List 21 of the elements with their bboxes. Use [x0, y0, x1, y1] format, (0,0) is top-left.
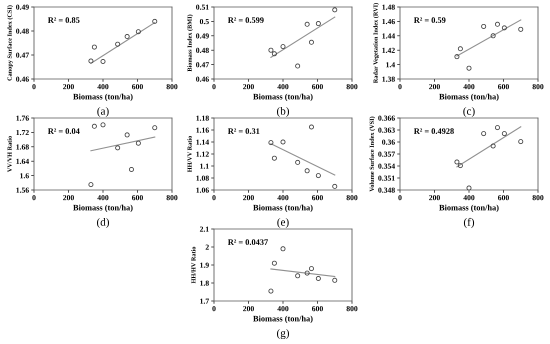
x-axis-title: Biomass (ton/ha)	[439, 204, 499, 212]
text: (e)	[277, 218, 289, 228]
x-axis-title: Biomass (ton/ha)	[439, 94, 499, 102]
x-axis-title: Biomass (ton/ha)	[253, 316, 313, 324]
annotation: R² = 0.0437	[228, 239, 268, 245]
text: (f)	[464, 218, 474, 228]
x-axis-title: Biomass (ton/ha)	[253, 204, 313, 212]
text: (d)	[97, 218, 109, 228]
annotation: R² = 0.59	[414, 17, 446, 23]
annotation: R² = 0.4928	[414, 128, 454, 134]
x-axis-title: Biomass (ton/ha)	[73, 94, 133, 102]
annotation: R² = 0.04	[48, 128, 80, 134]
annotation: R² = 0.31	[228, 128, 260, 134]
text: (g)	[277, 328, 289, 340]
annotation: R² = 0.85	[48, 17, 80, 23]
text: (b)	[277, 106, 289, 118]
x-axis-title: Biomass (ton/ha)	[73, 204, 133, 212]
text: (a)	[97, 106, 109, 118]
annotation: R² = 0.599	[228, 17, 264, 23]
text: (c)	[463, 106, 475, 118]
x-axis-title: Biomass (ton/ha)	[253, 94, 313, 102]
